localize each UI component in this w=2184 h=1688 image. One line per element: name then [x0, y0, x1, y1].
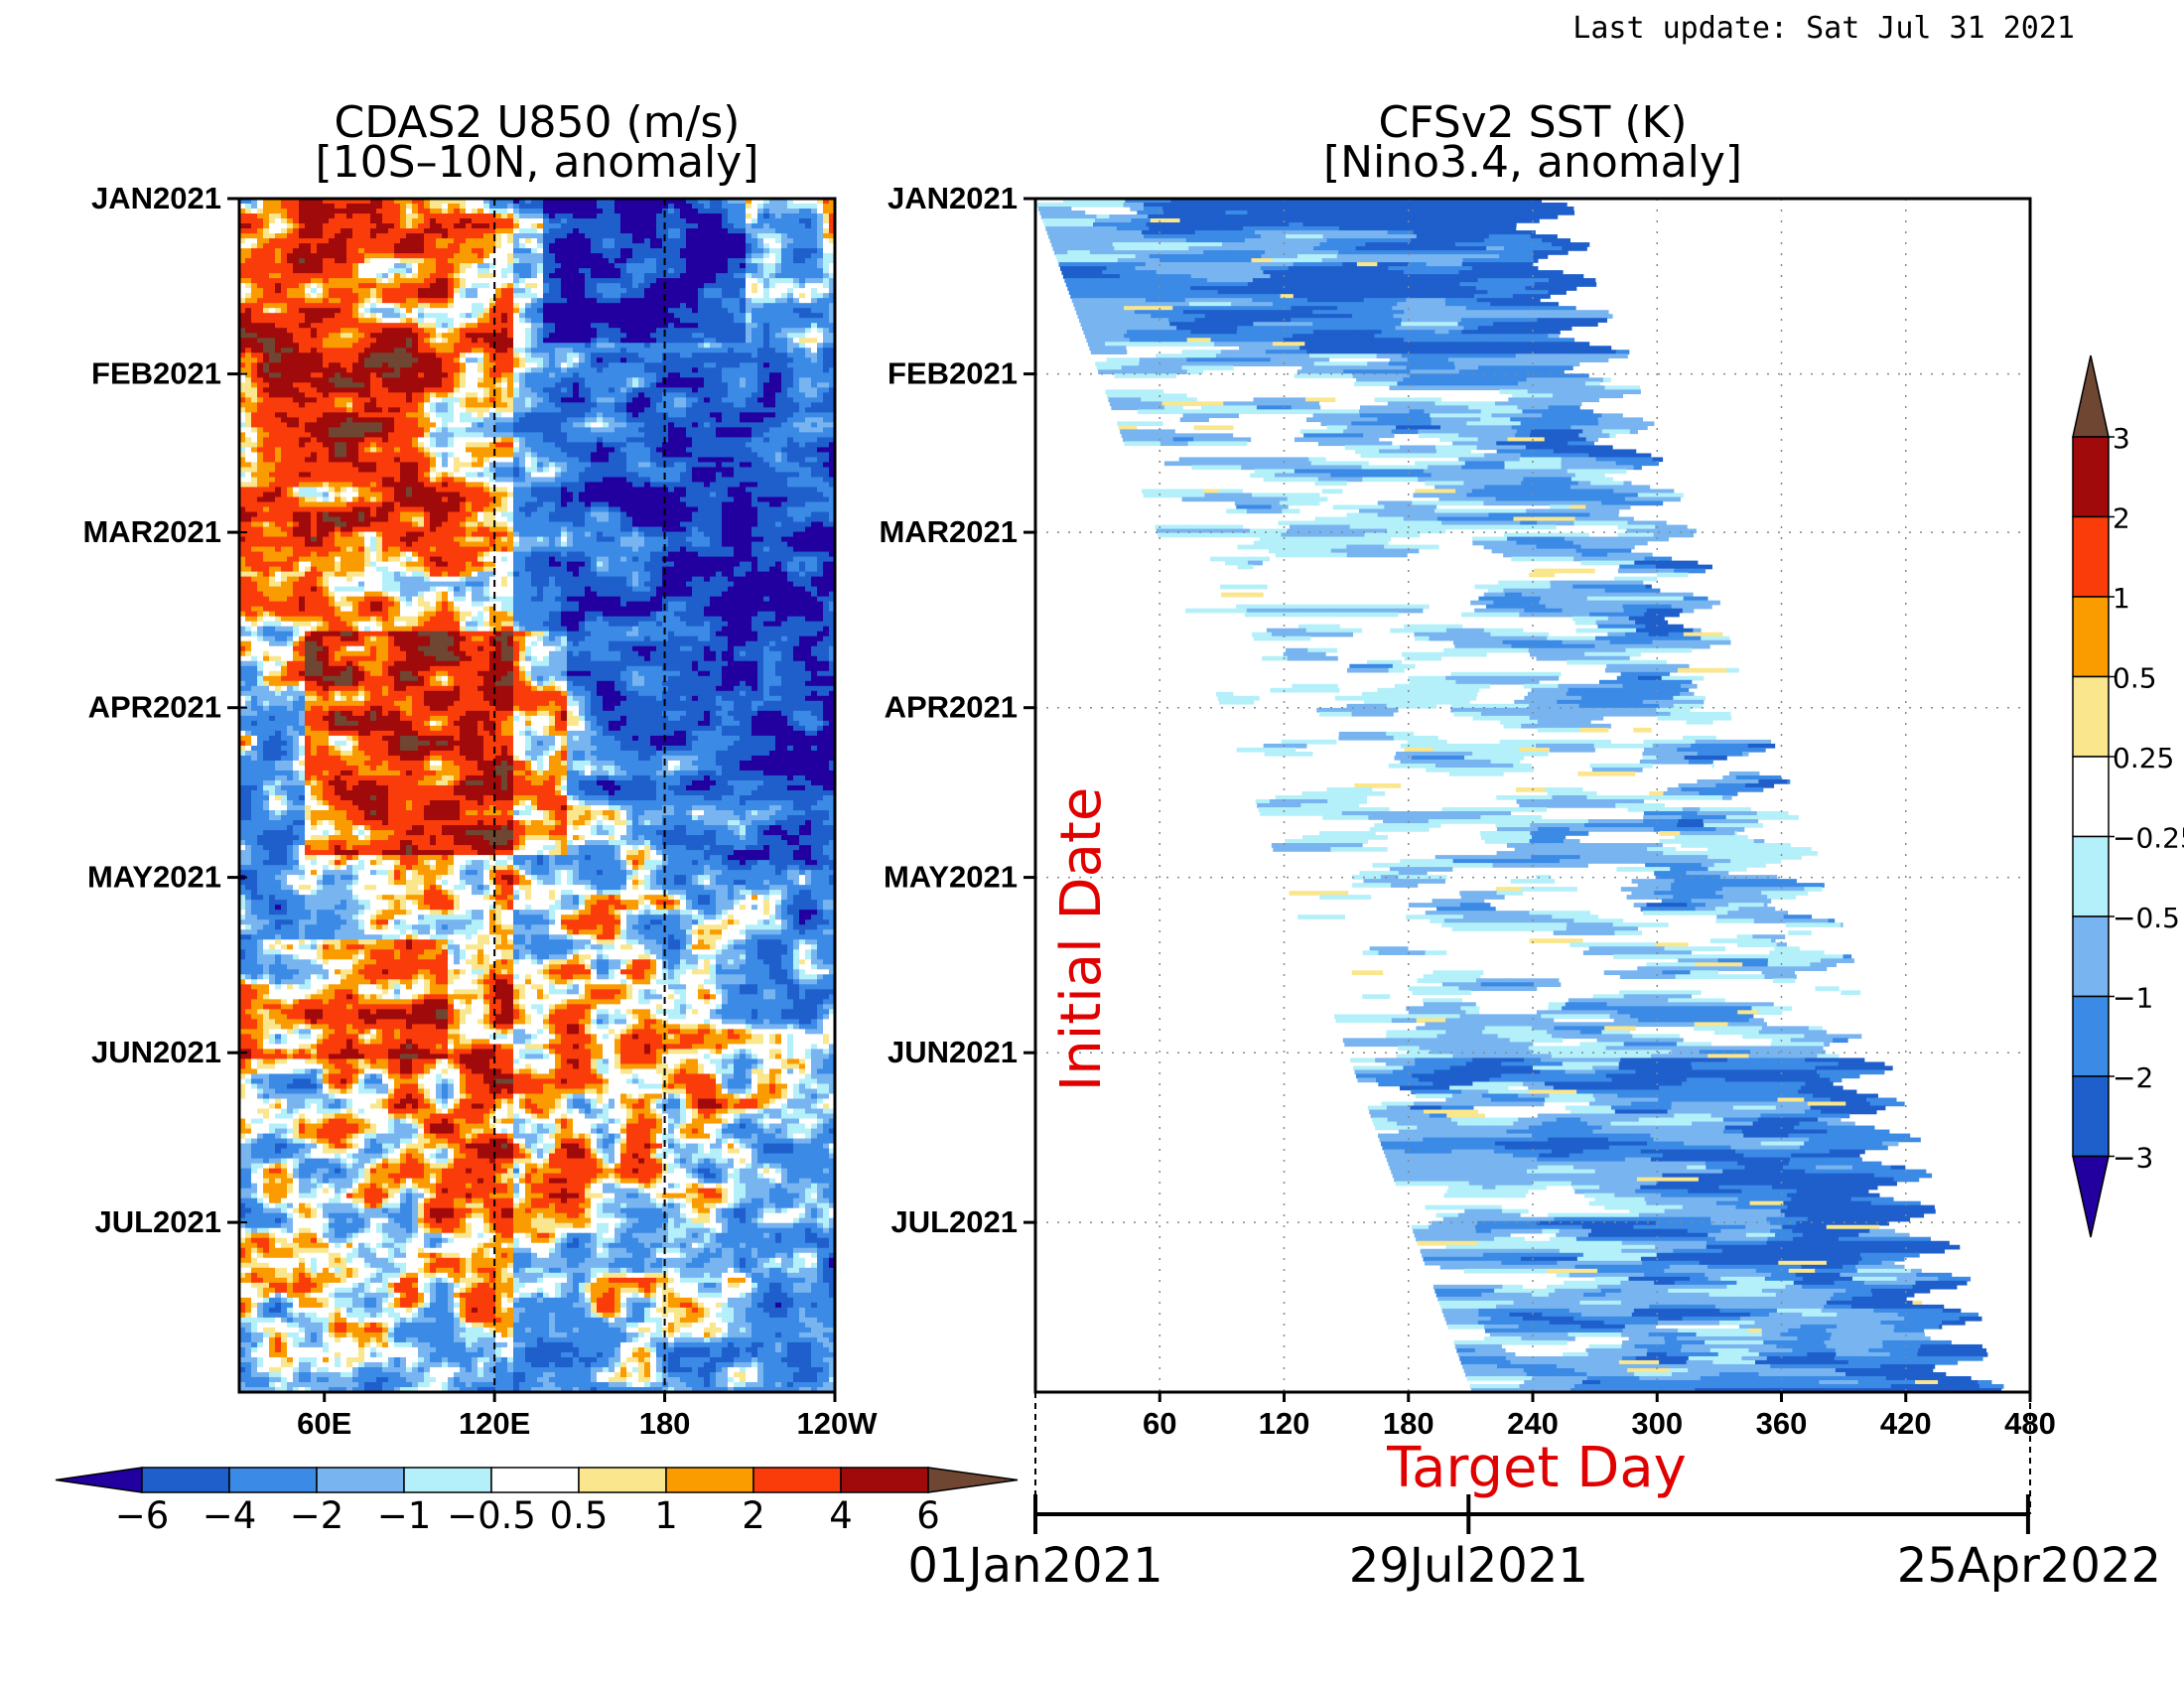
sst-ylabel: Initial Date — [1049, 787, 1114, 1092]
sst-y-tick-label: FEB2021 — [887, 356, 1018, 391]
colorbar-label: 0.25 — [2113, 742, 2174, 774]
colorbar-label: 0.5 — [550, 1494, 609, 1537]
date-axis-label: 25Apr2022 — [1897, 1538, 2161, 1594]
colorbar-high-arrow — [2073, 355, 2109, 437]
colorbar-swatch — [2073, 997, 2109, 1077]
u850-colorbar: −6 −4 −2 −1 −0.5 0.5 1 2 4 6 — [56, 1468, 1018, 1537]
colorbar-swatch — [2073, 517, 2109, 598]
sst-x-tick-label: 60 — [1143, 1406, 1176, 1441]
date-axis-label: 01Jan2021 — [907, 1538, 1162, 1594]
colorbar-swatch — [2073, 916, 2109, 997]
colorbar-label: 1 — [654, 1494, 678, 1537]
colorbar-swatch — [666, 1468, 753, 1492]
u850-panel: CDAS2 U850 (m/s) [10S–10N, anomaly] JAN2… — [56, 97, 1018, 1537]
colorbar-swatch — [317, 1468, 404, 1492]
sst-colorbar: 3 2 1 0.5 0.25 −0.25 −0.5 −1 −2 −3 — [2073, 355, 2184, 1237]
colorbar-label: −6 — [115, 1494, 170, 1537]
u850-x-tick-label: 120E — [459, 1406, 530, 1441]
u850-x-tick-label: 180 — [639, 1406, 691, 1441]
sst-x-axis: 60 120 180 240 300 360 420 480 — [1143, 1392, 2056, 1441]
sst-y-tick-label: MAR2021 — [879, 514, 1018, 549]
u850-x-tick-label: 60E — [297, 1406, 351, 1441]
colorbar-swatch — [491, 1468, 579, 1492]
colorbar-label: 2 — [742, 1494, 765, 1537]
colorbar-label: 6 — [916, 1494, 940, 1537]
sst-panel: CFSv2 SST (K) [Nino3.4, anomaly] JAN2021… — [879, 97, 2184, 1594]
colorbar-label: 3 — [2113, 422, 2130, 455]
colorbar-label: −1 — [377, 1494, 432, 1537]
colorbar-label: 4 — [829, 1494, 853, 1537]
last-update-text: Last update: Sat Jul 31 2021 — [1572, 11, 2075, 46]
figure: Last update: Sat Jul 31 2021 CDAS2 U850 … — [0, 0, 2184, 1688]
u850-y-tick-label: MAR2021 — [82, 514, 221, 549]
colorbar-swatch — [229, 1468, 317, 1492]
u850-y-tick-label: JAN2021 — [91, 181, 221, 215]
u850-x-tick-label: 120W — [797, 1406, 879, 1441]
colorbar-swatch — [753, 1468, 841, 1492]
colorbar-label: 2 — [2113, 502, 2130, 535]
u850-y-tick-label: MAY2021 — [87, 860, 221, 895]
sst-x-tick-label: 360 — [1756, 1406, 1808, 1441]
colorbar-swatch — [2073, 597, 2109, 677]
sst-y-tick-label: APR2021 — [885, 690, 1018, 725]
sst-x-tick-label: 480 — [2004, 1406, 2056, 1441]
sst-y-tick-label: JUN2021 — [887, 1035, 1018, 1069]
colorbar-swatch — [2073, 437, 2109, 517]
colorbar-swatch — [579, 1468, 666, 1492]
colorbar-label: −2 — [290, 1494, 344, 1537]
colorbar-label: −1 — [2113, 982, 2153, 1015]
u850-y-tick-label: FEB2021 — [91, 356, 221, 391]
u850-y-tick-label: APR2021 — [88, 690, 221, 725]
colorbar-swatch — [404, 1468, 491, 1492]
colorbar-swatch — [2073, 1076, 2109, 1157]
sst-x-tick-label: 120 — [1259, 1406, 1310, 1441]
colorbar-swatch — [2073, 837, 2109, 917]
colorbar-label: −0.5 — [2113, 902, 2180, 934]
colorbar-label: −0.25 — [2113, 822, 2184, 855]
colorbar-swatch — [2073, 677, 2109, 758]
colorbar-label: −0.5 — [447, 1494, 536, 1537]
u850-subtitle: [10S–10N, anomaly] — [316, 137, 759, 188]
u850-x-axis: 60E 120E 180 120W — [297, 1392, 878, 1441]
colorbar-low-arrow — [56, 1468, 142, 1492]
colorbar-high-arrow — [928, 1468, 1018, 1492]
colorbar-low-arrow — [2073, 1157, 2109, 1238]
date-axis-label: 29Jul2021 — [1349, 1538, 1588, 1594]
colorbar-label: −4 — [203, 1494, 257, 1537]
sst-y-tick-label: JAN2021 — [887, 181, 1018, 215]
sst-y-tick-label: JUL2021 — [890, 1204, 1018, 1239]
sst-forecast-field — [1036, 199, 2003, 1393]
colorbar-swatch — [142, 1468, 229, 1492]
colorbar-label: 1 — [2113, 582, 2130, 615]
colorbar-swatch — [841, 1468, 928, 1492]
sst-xlabel: Target Day — [1386, 1436, 1687, 1500]
sst-x-tick-label: 420 — [1880, 1406, 1932, 1441]
u850-y-tick-label: JUL2021 — [94, 1204, 221, 1239]
colorbar-swatch — [2073, 757, 2109, 837]
sst-subtitle: [Nino3.4, anomaly] — [1323, 137, 1742, 188]
u850-hovmoller-field — [239, 199, 836, 1393]
u850-y-axis: JAN2021 FEB2021 MAR2021 APR2021 MAY2021 JUN20… — [82, 181, 247, 1239]
colorbar-label: 0.5 — [2113, 662, 2157, 695]
sst-y-axis: JAN2021 FEB2021 MAR2021 APR2021 MAY2021 JUN20… — [879, 181, 1035, 1239]
colorbar-label: −3 — [2113, 1142, 2153, 1175]
sst-y-tick-label: MAY2021 — [884, 860, 1018, 895]
colorbar-label: −2 — [2113, 1061, 2153, 1094]
u850-y-tick-label: JUN2021 — [91, 1035, 221, 1069]
